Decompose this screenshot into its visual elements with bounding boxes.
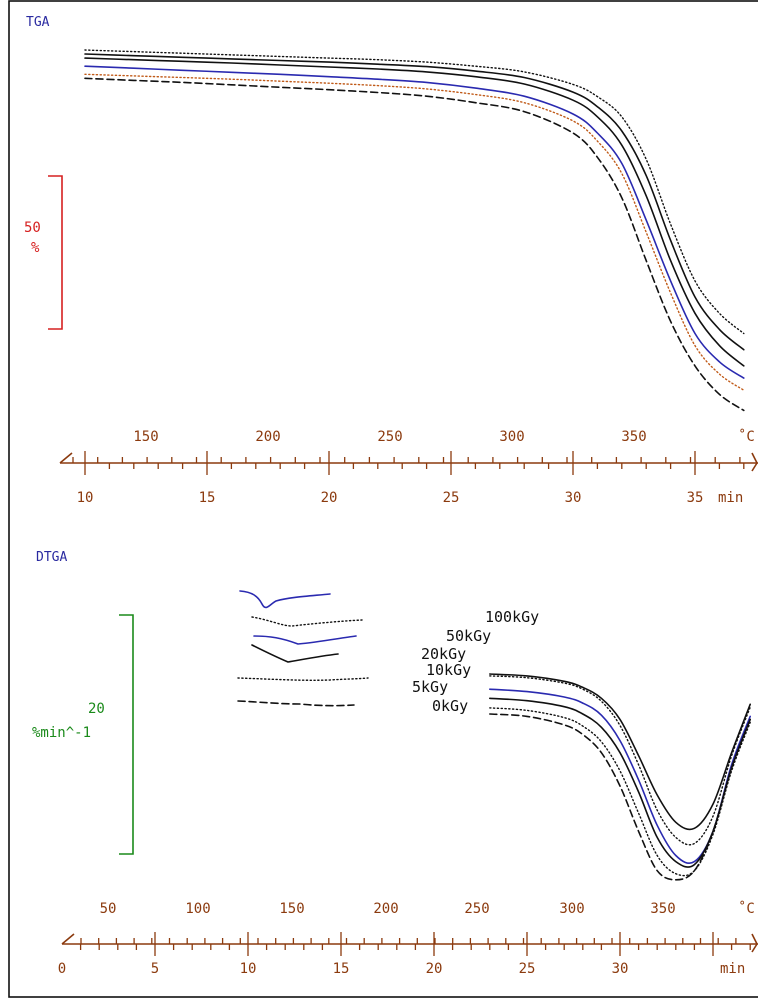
tga-time-tick-label: 25 bbox=[443, 490, 460, 506]
dtga-scale-bracket bbox=[119, 614, 134, 855]
dtga-time-tick-label: 20 bbox=[426, 961, 443, 977]
dtga-curve-0kGy bbox=[489, 713, 751, 881]
dtga-time-tick-label: 10 bbox=[240, 961, 257, 977]
dtga-axis: 50 100 150 200 250 300 350 ˚C 0 5 10 15 20 25 30 min bbox=[58, 900, 758, 977]
tga-time-unit: min bbox=[718, 490, 743, 506]
dtga-temp-tick-label: 100 bbox=[185, 901, 210, 917]
tga-curves bbox=[84, 49, 745, 412]
dtga-temp-tick-label: 200 bbox=[373, 901, 398, 917]
tga-temp-unit: ˚C bbox=[738, 428, 755, 445]
legend-label-5kGy: 5kGy bbox=[412, 678, 448, 696]
figure-border bbox=[8, 0, 758, 998]
dtga-time-tick-label: 30 bbox=[612, 961, 629, 977]
dtga-scale-bar: 20 %min^-1 bbox=[32, 614, 134, 855]
dtga-time-tick-label: 0 bbox=[58, 961, 66, 977]
legend-swatch-10kGy bbox=[251, 644, 339, 663]
tga-time-tick-label: 10 bbox=[77, 490, 94, 506]
dtga-curve-5kGy bbox=[489, 707, 751, 877]
dtga-curve-10kGy bbox=[489, 697, 751, 868]
dtga-temp-tick-label: 50 bbox=[100, 901, 117, 917]
dtga-axis-end-arrow bbox=[751, 933, 758, 953]
legend-swatch-50kGy bbox=[251, 616, 363, 627]
tga-scale-bracket bbox=[48, 175, 63, 330]
dtga-curve-100kGy bbox=[489, 673, 751, 831]
dtga-scale-unit: %min^-1 bbox=[32, 725, 91, 741]
dtga-axis-start-cap bbox=[61, 933, 75, 945]
tga-scale-unit: % bbox=[31, 240, 40, 256]
legend-label-50kGy: 50kGy bbox=[446, 627, 491, 645]
tga-axis-start-cap bbox=[59, 452, 73, 464]
tga-temp-tick-label: 300 bbox=[499, 429, 524, 445]
dtga-temp-tick-label: 250 bbox=[464, 901, 489, 917]
legend-label-0kGy: 0kGy bbox=[432, 697, 468, 715]
legend-swatch-100kGy bbox=[239, 590, 331, 609]
tga-scale-bar: 50 % bbox=[24, 175, 63, 330]
dtga-panel: DTGA 20 %min^-1 100kGy50kGy20kGy10kGy5kG… bbox=[32, 550, 758, 977]
tga-curve-4 bbox=[84, 65, 745, 379]
tga-curve-6 bbox=[84, 77, 745, 412]
tga-curve-2 bbox=[84, 53, 745, 351]
tga-title: TGA bbox=[26, 15, 50, 30]
legend-swatch-0kGy bbox=[237, 700, 355, 707]
tga-time-tick-label: 15 bbox=[199, 490, 216, 506]
tga-curve-1 bbox=[84, 49, 745, 335]
tga-temp-tick-label: 350 bbox=[621, 429, 646, 445]
tga-time-tick-label: 30 bbox=[565, 490, 582, 506]
dtga-temp-tick-label: 150 bbox=[279, 901, 304, 917]
dtga-curves bbox=[489, 673, 751, 881]
tga-axis-end-arrow bbox=[751, 452, 758, 472]
tga-temp-tick-label: 150 bbox=[133, 429, 158, 445]
dtga-scale-value: 20 bbox=[88, 701, 105, 717]
legend-label-20kGy: 20kGy bbox=[421, 645, 466, 663]
tga-curve-5 bbox=[84, 73, 745, 391]
tga-temp-tick-label: 200 bbox=[255, 429, 280, 445]
legend-swatch-5kGy bbox=[237, 677, 369, 681]
legend-label-10kGy: 10kGy bbox=[426, 661, 471, 679]
dtga-title: DTGA bbox=[36, 550, 67, 565]
dtga-time-tick-label: 5 bbox=[151, 961, 159, 977]
tga-panel: TGA 50 % 150 200 250 300 350 ˚C 10 15 20 25 30 35 mi… bbox=[24, 15, 758, 506]
tga-time-tick-label: 20 bbox=[321, 490, 338, 506]
legend-label-100kGy: 100kGy bbox=[485, 608, 539, 626]
tga-axis: 150 200 250 300 350 ˚C 10 15 20 25 30 35 min bbox=[59, 428, 758, 506]
tga-curve-3 bbox=[84, 57, 745, 367]
dtga-temp-tick-label: 300 bbox=[559, 901, 584, 917]
legend-swatch-20kGy bbox=[253, 635, 357, 645]
tga-time-tick-label: 35 bbox=[687, 490, 704, 506]
tga-scale-value: 50 bbox=[24, 220, 41, 236]
dtga-temp-tick-label: 350 bbox=[650, 901, 675, 917]
dtga-time-unit: min bbox=[720, 961, 745, 977]
dtga-curve-50kGy bbox=[489, 675, 751, 846]
dtga-temp-unit: ˚C bbox=[738, 900, 755, 917]
dtga-time-tick-label: 15 bbox=[333, 961, 350, 977]
dtga-time-tick-label: 25 bbox=[519, 961, 536, 977]
tga-temp-tick-label: 250 bbox=[377, 429, 402, 445]
